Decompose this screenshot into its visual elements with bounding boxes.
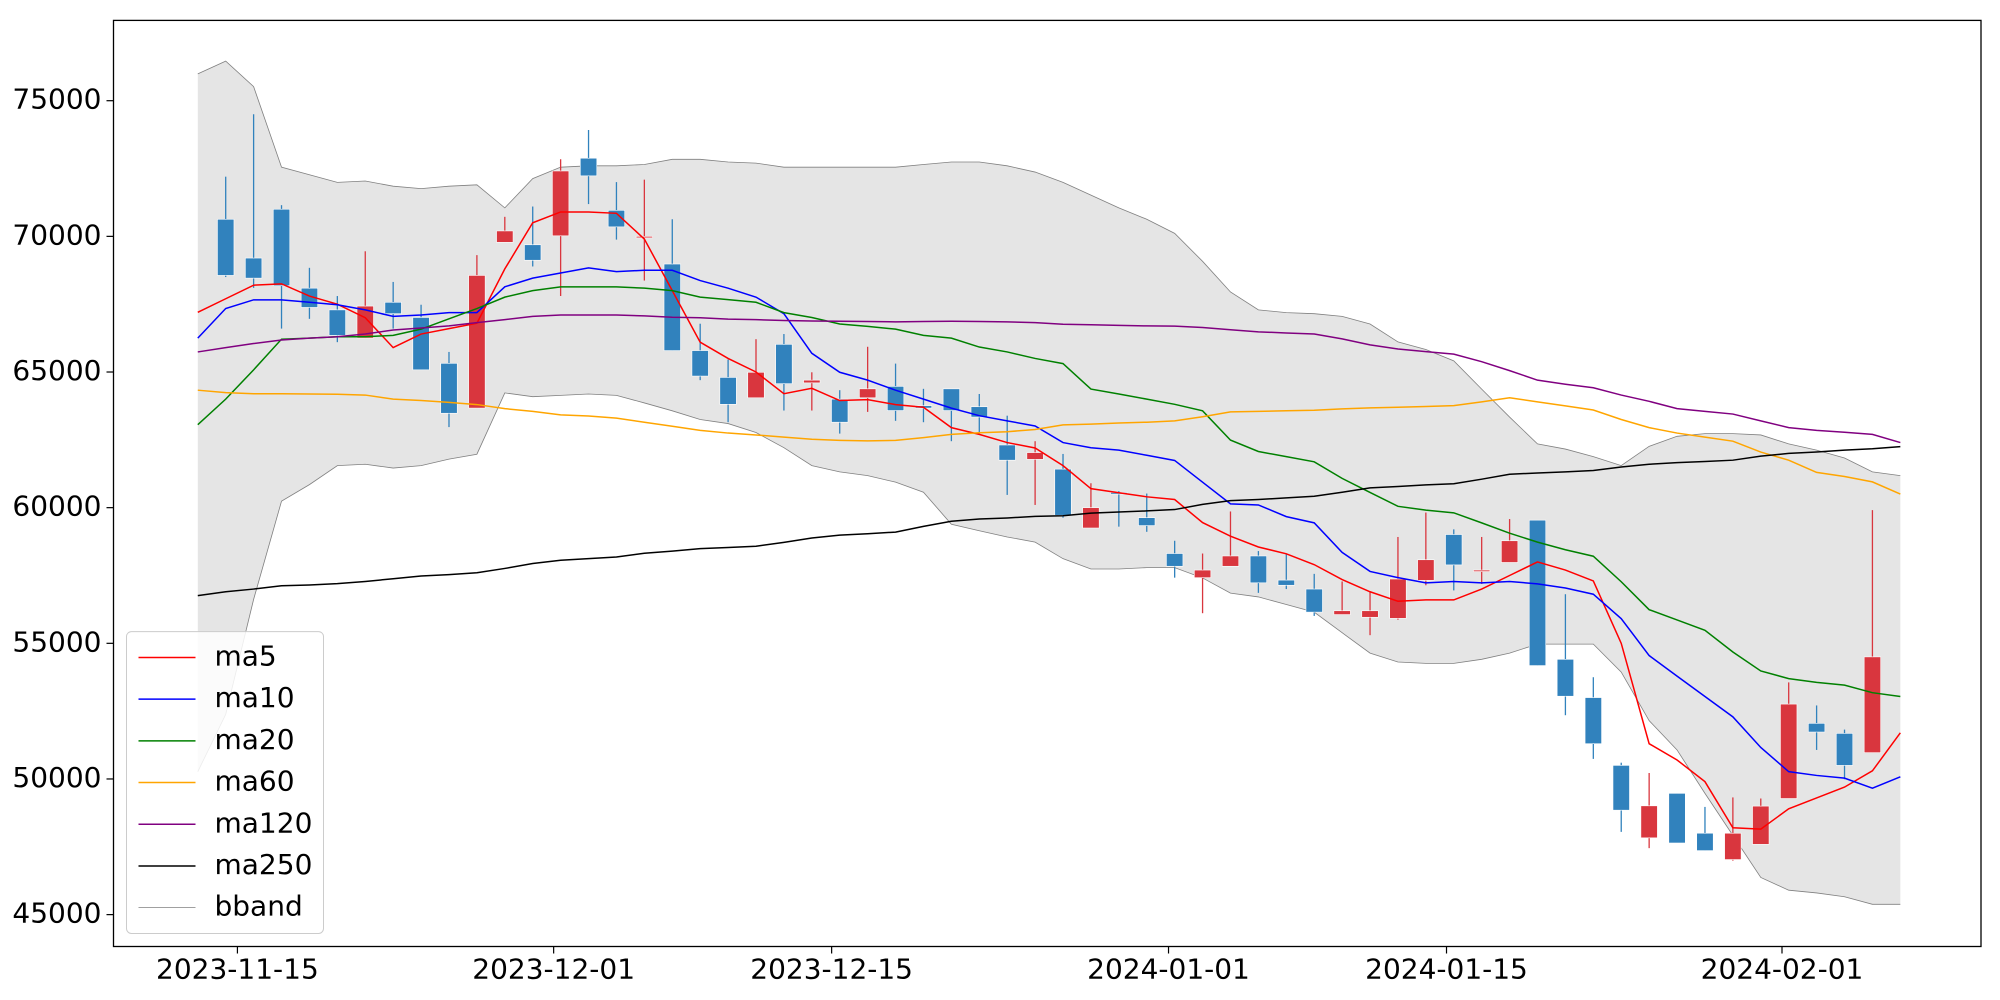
bollinger-band <box>197 61 1901 905</box>
legend-label: ma20 <box>215 723 295 756</box>
x-tick-label: 2024-01-01 <box>1087 953 1250 986</box>
candle-body <box>1808 723 1826 733</box>
candle-body <box>1473 569 1491 572</box>
candle-body <box>1584 697 1602 744</box>
candle-body <box>691 350 709 377</box>
ma-line <box>197 389 1901 495</box>
candle-body <box>1361 610 1379 618</box>
y-tick-label: 65000 <box>12 354 101 387</box>
y-tick-label: 45000 <box>12 897 101 930</box>
candle-body <box>496 230 514 243</box>
candle-body <box>607 210 625 228</box>
y-tick-label: 70000 <box>12 218 101 251</box>
ma-line <box>197 286 1901 698</box>
candle-body <box>272 208 291 287</box>
candle-body <box>1333 610 1351 615</box>
plot-frame <box>112 19 1982 948</box>
candle-body <box>1221 555 1240 567</box>
candle-body <box>579 157 598 177</box>
candle-body <box>803 379 821 384</box>
plot-area <box>197 60 1901 905</box>
candle-body <box>831 398 849 423</box>
legend-box <box>126 631 324 934</box>
candle-body <box>217 218 235 276</box>
legend-label: ma10 <box>215 681 295 714</box>
candle-body <box>1054 468 1072 516</box>
legend-label: ma120 <box>215 806 313 839</box>
candle-body <box>859 388 877 399</box>
candle-body <box>719 377 737 405</box>
candle-body <box>1501 540 1519 563</box>
candle-body <box>524 244 542 261</box>
band-upper <box>197 60 1901 477</box>
candle-body <box>1696 832 1714 851</box>
candle-body <box>356 305 374 339</box>
candle-body <box>1556 659 1574 697</box>
candle-body <box>440 363 458 414</box>
candle-body <box>1417 559 1435 581</box>
candle-body <box>1528 519 1547 666</box>
candle-body <box>1249 555 1267 584</box>
candle-body <box>1724 832 1742 860</box>
candle-body <box>328 309 346 336</box>
x-tick-label: 2023-12-01 <box>472 953 635 986</box>
candle-body <box>1445 534 1463 566</box>
candle-body <box>552 170 570 237</box>
candle-body <box>245 257 263 279</box>
candle-body <box>1138 517 1156 526</box>
legend-label: bband <box>215 890 303 923</box>
ma-line <box>197 211 1901 830</box>
x-tick-label: 2023-11-15 <box>156 953 319 986</box>
candle-body <box>1082 507 1100 529</box>
y-tick-label: 55000 <box>12 625 101 658</box>
candle-body <box>468 275 486 409</box>
x-tick-label: 2024-02-01 <box>1701 953 1864 986</box>
candle-body <box>1863 656 1881 753</box>
ma-line <box>197 445 1901 597</box>
candle-body <box>1305 588 1323 613</box>
band-lower <box>197 392 1901 905</box>
candle-body <box>635 236 653 239</box>
ma-line <box>197 267 1901 789</box>
candle-body <box>970 406 988 418</box>
candle-body <box>775 344 793 384</box>
candle-body <box>1194 569 1212 578</box>
legend-label: ma5 <box>215 639 277 672</box>
candle-body <box>1277 579 1295 586</box>
ma-line <box>197 314 1901 444</box>
candle-body <box>1835 733 1854 766</box>
candle-body <box>1780 703 1798 799</box>
legend-label: ma250 <box>215 848 313 881</box>
candle-body <box>1752 805 1770 845</box>
y-tick-label: 50000 <box>12 761 101 794</box>
y-tick-label: 60000 <box>12 490 101 523</box>
x-tick-label: 2023-12-15 <box>750 953 913 986</box>
candle-body <box>942 388 960 411</box>
y-tick-label: 75000 <box>12 83 101 116</box>
candle-body <box>412 317 430 371</box>
x-tick-label: 2024-01-15 <box>1365 953 1528 986</box>
legend-label: ma60 <box>215 765 295 798</box>
candle-body <box>384 301 402 314</box>
candle-body <box>663 263 681 351</box>
candle-body <box>1668 793 1686 844</box>
candle-body <box>1640 805 1658 839</box>
candle-body <box>1026 452 1044 460</box>
candle-body <box>1166 553 1184 567</box>
candle-body <box>1612 765 1630 811</box>
candle-body <box>998 444 1016 461</box>
